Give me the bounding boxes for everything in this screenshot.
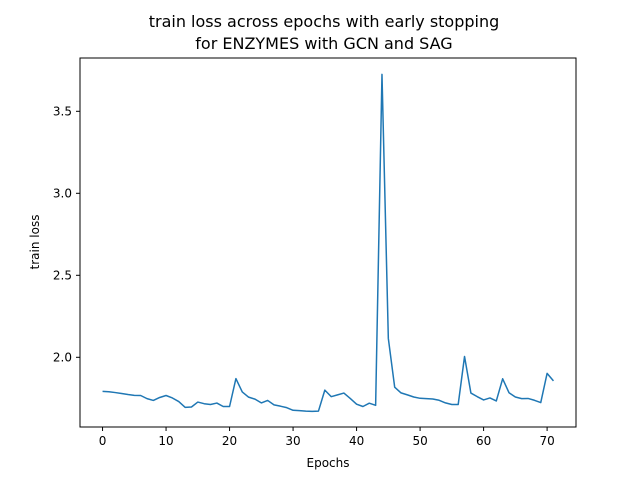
x-tick-label: 70 xyxy=(539,434,554,448)
y-tick-label: 2.0 xyxy=(53,350,72,364)
x-tick-label: 0 xyxy=(99,434,107,448)
x-tick-label: 60 xyxy=(476,434,491,448)
x-tick-label: 20 xyxy=(222,434,237,448)
x-tick-label: 30 xyxy=(285,434,300,448)
train-loss-series-line xyxy=(102,73,555,413)
x-tick-label: 40 xyxy=(349,434,364,448)
axes-frame xyxy=(79,57,577,428)
x-tick-label: 50 xyxy=(412,434,427,448)
y-tick-label: 3.0 xyxy=(53,186,72,200)
plot-area xyxy=(102,73,555,413)
x-axis-label: Epochs xyxy=(307,456,350,470)
y-tick-label: 2.5 xyxy=(53,268,72,282)
y-tick-label: 3.5 xyxy=(53,104,72,118)
x-axis: 0 10 20 30 40 50 60 70 xyxy=(99,427,555,448)
x-tick-label: 10 xyxy=(158,434,173,448)
y-axis: 2.0 2.5 3.0 3.5 xyxy=(53,104,80,364)
chart-title-line-1: train loss across epochs with early stop… xyxy=(149,12,500,31)
chart-title-line-2: for ENZYMES with GCN and SAG xyxy=(195,34,452,53)
y-axis-label: train loss xyxy=(28,215,42,270)
